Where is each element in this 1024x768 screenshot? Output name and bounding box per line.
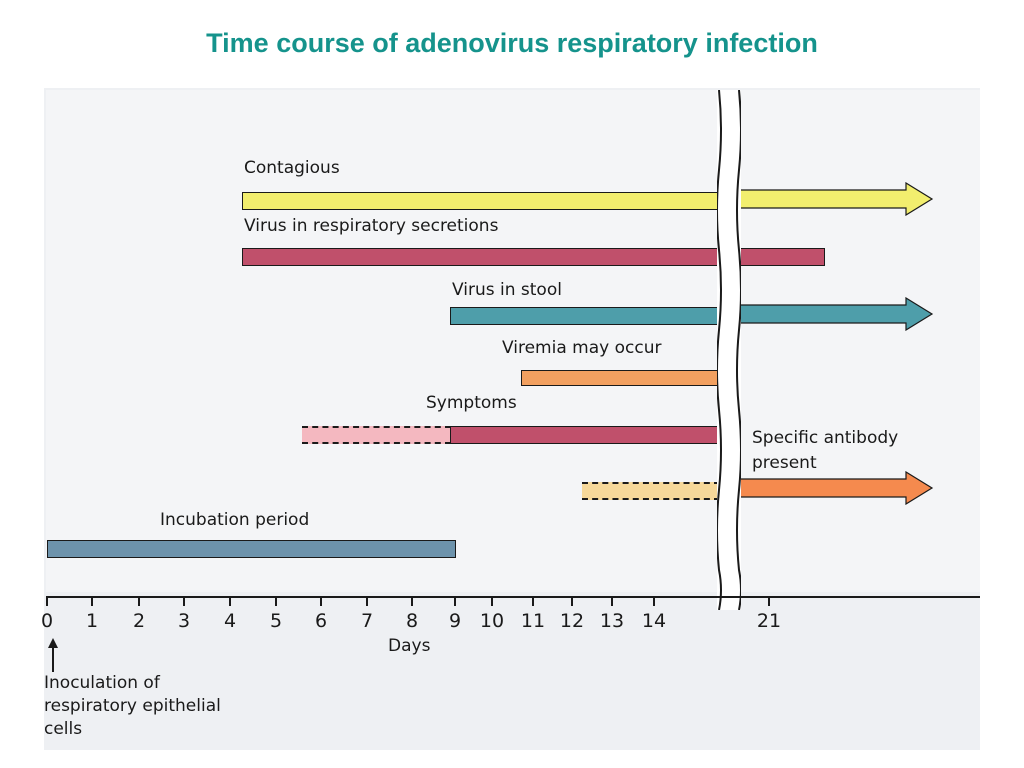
x-tick-mark xyxy=(491,596,493,606)
symptoms-label: Symptoms xyxy=(426,393,517,413)
x-tick-mark xyxy=(275,596,277,606)
x-tick-mark xyxy=(653,596,655,606)
respiratory-secretions-bar-after-break xyxy=(739,248,825,266)
x-tick-mark xyxy=(611,596,613,606)
x-tick-mark xyxy=(532,596,534,606)
x-tick-mark xyxy=(411,596,413,606)
x-tick-label: 13 xyxy=(599,610,625,632)
x-tick-mark xyxy=(320,596,322,606)
contagious-label: Contagious xyxy=(244,158,340,178)
x-tick-label: 12 xyxy=(559,610,585,632)
x-tick-label: 11 xyxy=(520,610,546,632)
x-tick-label: 10 xyxy=(479,610,505,632)
viremia-bar xyxy=(521,370,718,386)
contagious-arrow xyxy=(739,182,934,216)
x-tick-label: 2 xyxy=(132,610,146,632)
x-tick-label: 1 xyxy=(85,610,99,632)
incubation-label: Incubation period xyxy=(160,510,310,530)
x-tick-mark xyxy=(138,596,140,606)
x-tick-label: 21 xyxy=(756,610,782,632)
chart-panel xyxy=(46,90,980,592)
stool-label: Virus in stool xyxy=(452,280,562,300)
viremia-label: Viremia may occur xyxy=(502,338,662,358)
x-tick-mark xyxy=(46,596,48,606)
x-tick-label: 7 xyxy=(360,610,374,632)
axis-break-gap xyxy=(717,90,741,610)
x-axis-line xyxy=(46,596,980,598)
break-lines xyxy=(717,90,741,610)
x-tick-label: 0 xyxy=(40,610,54,632)
x-axis-label: Days xyxy=(388,636,431,656)
x-tick-label: 14 xyxy=(641,610,667,632)
x-tick-mark xyxy=(229,596,231,606)
x-tick-mark xyxy=(571,596,573,606)
x-tick-mark xyxy=(768,596,770,606)
x-tick-mark xyxy=(366,596,368,606)
x-tick-mark xyxy=(454,596,456,606)
stool-bar xyxy=(450,307,718,325)
x-tick-mark xyxy=(183,596,185,606)
x-tick-label: 5 xyxy=(269,610,283,632)
antibody-arrow xyxy=(739,471,934,505)
inoculation-annotation: Inoculation of respiratory epithelial ce… xyxy=(44,673,221,739)
incubation-bar xyxy=(47,540,456,558)
x-tick-mark xyxy=(91,596,93,606)
x-tick-label: 9 xyxy=(448,610,462,632)
symptoms-dashed-bar xyxy=(302,426,451,444)
symptoms-bar xyxy=(450,426,726,444)
respiratory-secretions-label: Virus in respiratory secretions xyxy=(244,216,499,236)
antibody-label: Specific antibody present xyxy=(752,428,899,473)
up-arrow-icon xyxy=(48,638,58,672)
antibody-dashed-bar xyxy=(582,482,720,500)
page-title: Time course of adenovirus respiratory in… xyxy=(206,28,818,58)
x-tick-label: 8 xyxy=(405,610,419,632)
x-tick-label: 6 xyxy=(314,610,328,632)
x-tick-label: 3 xyxy=(177,610,191,632)
stool-arrow xyxy=(739,297,934,331)
respiratory-secretions-bar xyxy=(242,248,718,266)
x-tick-label: 4 xyxy=(223,610,237,632)
contagious-bar xyxy=(242,192,718,210)
